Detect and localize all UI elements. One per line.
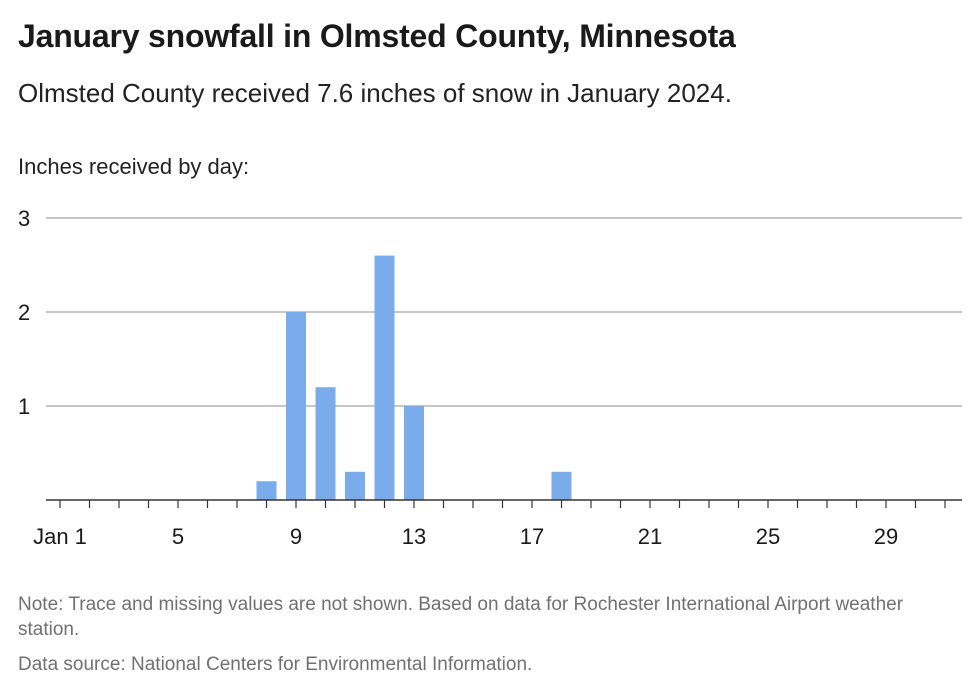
bar-day-12 — [374, 255, 395, 500]
bar-day-11 — [345, 471, 365, 500]
chart-subtitle: Olmsted County received 7.6 inches of sn… — [18, 78, 732, 108]
bar-day-9 — [286, 312, 306, 500]
bar-day-10 — [315, 387, 336, 500]
bar-day-8 — [256, 481, 277, 500]
x-tick-label-5: 5 — [172, 524, 184, 549]
x-axis: Jan 1 5 9 13 17 21 25 29 — [33, 499, 962, 549]
gridlines: 1 2 3 — [18, 206, 962, 419]
x-tick-label-29: 29 — [874, 524, 898, 549]
y-tick-label-1: 1 — [18, 394, 30, 419]
chart-title: January snowfall in Olmsted County, Minn… — [18, 18, 736, 54]
chart-note: Note: Trace and missing values are not s… — [18, 594, 904, 640]
bar-chart: 1 2 3 Jan 1 5 9 13 17 21 25 29 — [18, 206, 962, 549]
data-source: Data source: National Centers for Enviro… — [18, 654, 533, 675]
bars — [256, 255, 572, 500]
x-tick-label-1: Jan 1 — [33, 524, 87, 549]
bar-day-13 — [404, 406, 424, 500]
y-tick-label-3: 3 — [18, 206, 30, 231]
x-tick-label-13: 13 — [402, 524, 426, 549]
x-tick-label-25: 25 — [756, 524, 780, 549]
x-tick-label-9: 9 — [290, 524, 302, 549]
x-tick-label-17: 17 — [520, 524, 544, 549]
y-tick-label-2: 2 — [18, 300, 30, 325]
bar-day-18 — [551, 471, 572, 500]
y-axis-label: Inches received by day: — [18, 154, 250, 179]
x-tick-label-21: 21 — [638, 524, 662, 549]
